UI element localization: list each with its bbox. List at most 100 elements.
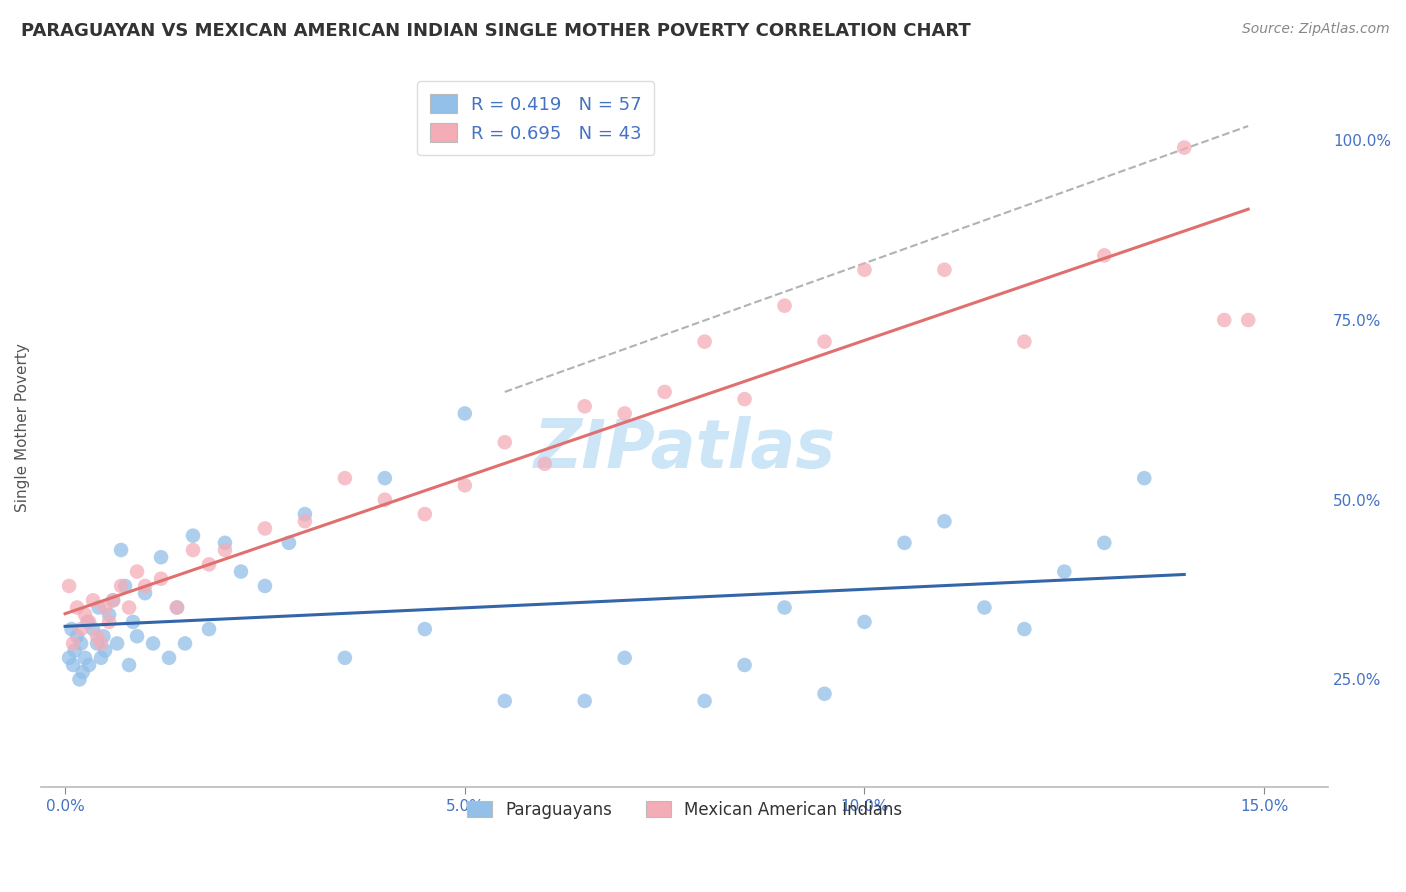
Point [693,694,716,708]
Point [150,550,173,565]
Point [110,543,132,558]
Point [82,622,104,636]
Point [214,543,236,558]
Point [94,643,117,657]
Point [533,457,555,471]
Point [229,565,252,579]
Point [253,521,276,535]
Point [72,665,94,680]
Point [134,579,156,593]
Point [62,636,84,650]
Point [294,514,316,528]
Point [574,694,596,708]
Point [973,600,995,615]
Point [1173,140,1195,154]
Point [58,579,80,593]
Point [494,435,516,450]
Point [166,600,188,615]
Point [181,543,204,558]
Point [114,579,136,593]
Point [853,262,876,277]
Point [613,650,636,665]
Point [150,572,173,586]
Text: ZIPatlas: ZIPatlas [534,417,835,483]
Point [1014,622,1036,636]
Point [374,492,396,507]
Point [494,694,516,708]
Point [574,399,596,413]
Point [101,593,124,607]
Point [1133,471,1156,485]
Point [58,650,80,665]
Point [90,636,112,650]
Point [374,471,396,485]
Point [413,622,436,636]
Legend: Paraguayans, Mexican American Indians: Paraguayans, Mexican American Indians [460,794,908,826]
Point [66,600,89,615]
Point [125,565,148,579]
Point [654,384,676,399]
Point [63,643,86,657]
Point [934,262,956,277]
Point [75,607,97,622]
Point [1092,248,1115,262]
Point [333,650,356,665]
Point [166,600,188,615]
Point [142,636,165,650]
Point [181,528,204,542]
Point [1053,565,1076,579]
Point [214,536,236,550]
Point [98,607,121,622]
Text: Source: ZipAtlas.com: Source: ZipAtlas.com [1241,22,1389,37]
Point [60,622,83,636]
Point [82,593,104,607]
Point [198,558,221,572]
Point [853,615,876,629]
Point [118,658,141,673]
Point [174,636,197,650]
Text: PARAGUAYAN VS MEXICAN AMERICAN INDIAN SINGLE MOTHER POVERTY CORRELATION CHART: PARAGUAYAN VS MEXICAN AMERICAN INDIAN SI… [21,22,970,40]
Point [813,687,835,701]
Point [1014,334,1036,349]
Point [613,407,636,421]
Point [253,579,276,593]
Point [118,600,141,615]
Point [198,622,221,636]
Point [101,593,124,607]
Point [1092,536,1115,550]
Point [277,536,299,550]
Point [105,636,128,650]
Point [70,622,93,636]
Point [333,471,356,485]
Point [294,507,316,521]
Point [77,615,100,629]
Point [1237,313,1260,327]
Point [122,615,145,629]
Point [86,629,108,643]
Point [454,407,477,421]
Point [69,673,91,687]
Point [734,392,756,406]
Point [87,600,110,615]
Point [98,615,121,629]
Point [93,629,115,643]
Point [934,514,956,528]
Point [134,586,156,600]
Point [893,536,915,550]
Point [413,507,436,521]
Point [454,478,477,492]
Point [813,334,835,349]
Point [76,615,98,629]
Point [773,299,796,313]
Point [734,658,756,673]
Point [66,629,89,643]
Point [62,658,84,673]
Point [125,629,148,643]
Y-axis label: Single Mother Poverty: Single Mother Poverty [15,343,30,512]
Point [773,600,796,615]
Point [157,650,180,665]
Point [75,650,97,665]
Point [90,650,112,665]
Point [1213,313,1236,327]
Point [70,636,93,650]
